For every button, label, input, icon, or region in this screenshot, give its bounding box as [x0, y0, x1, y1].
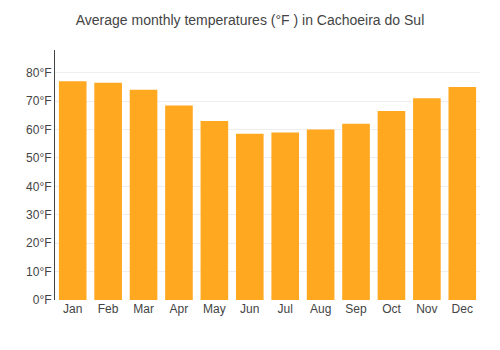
svg-text:Oct: Oct [382, 302, 401, 316]
svg-text:60°F: 60°F [26, 123, 51, 137]
svg-text:70°F: 70°F [26, 94, 51, 108]
svg-text:40°F: 40°F [26, 180, 51, 194]
svg-text:Aug: Aug [310, 302, 331, 316]
svg-text:Mar: Mar [133, 302, 154, 316]
svg-text:Sep: Sep [345, 302, 367, 316]
svg-text:Jul: Jul [278, 302, 293, 316]
svg-text:50°F: 50°F [26, 151, 51, 165]
svg-text:Dec: Dec [452, 302, 473, 316]
svg-text:Jan: Jan [63, 302, 82, 316]
svg-text:30°F: 30°F [26, 208, 51, 222]
svg-text:10°F: 10°F [26, 265, 51, 279]
svg-text:Jun: Jun [240, 302, 259, 316]
svg-text:Average monthly temperatures (: Average monthly temperatures (°F ) in Ca… [76, 12, 425, 28]
svg-text:80°F: 80°F [26, 66, 51, 80]
svg-text:20°F: 20°F [26, 236, 51, 250]
svg-text:Apr: Apr [170, 302, 189, 316]
svg-text:Feb: Feb [98, 302, 119, 316]
svg-text:0°F: 0°F [33, 293, 52, 307]
svg-text:May: May [203, 302, 226, 316]
svg-text:Nov: Nov [416, 302, 437, 316]
